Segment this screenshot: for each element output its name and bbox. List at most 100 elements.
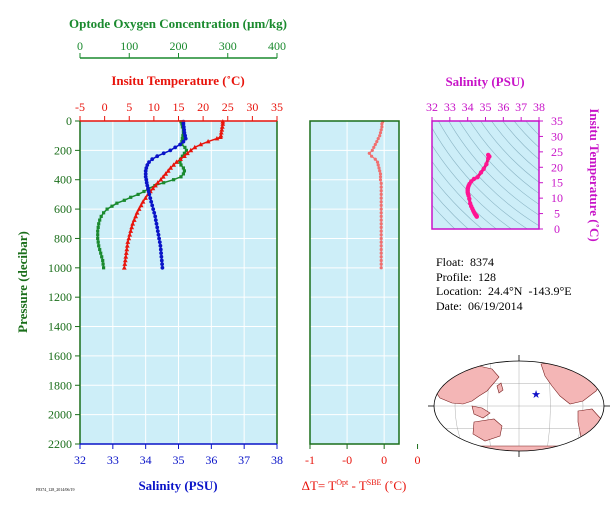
temperature-point	[124, 246, 130, 252]
salinity-point	[156, 232, 161, 237]
temperature-point	[150, 185, 156, 191]
salinity-point	[157, 240, 162, 245]
salinity-point	[182, 130, 187, 135]
oxygen-point	[96, 229, 100, 233]
ts-temperature-tick-label: 20	[551, 160, 563, 174]
profile-number-line: Profile: 128	[436, 269, 496, 284]
temperature-point	[133, 213, 139, 219]
salinity-point	[181, 139, 186, 144]
delta-t-point	[373, 142, 377, 147]
south-america	[577, 408, 602, 449]
salinity-point	[159, 251, 164, 256]
oxygen-point	[110, 204, 114, 208]
temperature-point	[155, 180, 161, 185]
salinity-point	[168, 148, 173, 153]
ts-temperature-tick-label: 25	[551, 145, 563, 159]
oxygen-point	[102, 211, 106, 215]
temperature-point	[131, 217, 137, 222]
salinity-point	[155, 154, 160, 159]
salinity-tick-label: 35	[173, 453, 185, 467]
delta-t-axes: -1 -0 0 0	[305, 120, 421, 467]
delta-t-point	[379, 251, 383, 255]
salinity-point	[181, 125, 186, 129]
oxygen-point	[99, 214, 103, 218]
oxygen-tick-label: 300	[219, 39, 237, 53]
pressure-tick-label: 1400	[48, 320, 72, 334]
delta-t-point	[379, 192, 383, 196]
delta-t-tick-label: -0	[342, 453, 352, 467]
delta-t-point	[379, 222, 383, 226]
temperature-point	[122, 257, 128, 263]
delta-t-point	[379, 203, 383, 207]
delta-t-point	[379, 211, 383, 215]
salinity-point	[144, 180, 149, 185]
temperature-point	[125, 239, 131, 244]
pressure-tick-label: 600	[54, 202, 72, 216]
salinity-point	[159, 258, 164, 263]
salinity-point	[155, 225, 160, 230]
temperature-tick-label: 10	[148, 100, 160, 114]
temperature-tick-label: 25	[222, 100, 234, 114]
maritime-se-asia	[471, 405, 491, 419]
delta-t-tick-label: 0	[381, 453, 387, 467]
temperature-point	[181, 153, 187, 158]
pressure-tick-label: 2200	[48, 437, 72, 451]
delta-t-grid	[310, 121, 399, 444]
salinity-tick-label: 38	[271, 453, 283, 467]
pressure-tick-label: 0	[66, 114, 72, 128]
salinity-point	[149, 199, 154, 204]
pressure-axis-title: Pressure (decibar)	[15, 231, 30, 333]
oxygen-tick-label: 0	[77, 39, 83, 53]
oxygen-point	[98, 218, 102, 222]
temperature-tick-label: -5	[75, 100, 85, 114]
location-map: ★	[428, 355, 610, 457]
delta-t-point	[379, 244, 383, 248]
delta-t-point	[379, 196, 383, 200]
temperature-tick-label: 0	[102, 100, 108, 114]
temperature-point	[220, 121, 226, 126]
delta-t-point	[379, 128, 383, 132]
temperature-point	[219, 124, 225, 129]
ts-temperature-tick-label: 10	[551, 191, 563, 205]
oxygen-point	[122, 198, 126, 202]
oxygen-point	[97, 244, 101, 248]
salinity-point	[144, 177, 149, 182]
oxygen-point	[142, 189, 146, 194]
oxygen-axis-title: Optode Oxygen Concentration (µm/kg)	[69, 16, 287, 31]
ts-salinity-tick-label: 34	[462, 100, 474, 114]
temperature-point	[217, 134, 223, 139]
delta-t-point	[370, 148, 374, 152]
temperature-point	[218, 130, 224, 135]
oxygen-point	[129, 195, 133, 199]
salinity-tick-label: 37	[238, 453, 250, 467]
temperature-point	[198, 141, 204, 147]
temperature-point	[188, 147, 194, 153]
ts-temperature-tick-label: 35	[551, 114, 563, 128]
temperature-point	[205, 139, 211, 144]
pressure-tick-label: 1000	[48, 261, 72, 275]
delta-t-point	[372, 145, 376, 149]
ts-temperature-tick-label: 15	[551, 176, 563, 190]
temperature-point	[165, 168, 171, 173]
salinity-point	[173, 145, 178, 150]
pressure-tick-label: 2000	[48, 408, 72, 422]
oxygen-point	[97, 222, 101, 226]
map-tick-marks	[428, 355, 610, 457]
delta-t-point	[379, 185, 383, 189]
delta-t-point	[379, 262, 383, 266]
ts-point	[486, 156, 491, 161]
oxygen-point	[101, 258, 105, 263]
ts-point	[478, 170, 484, 175]
delta-t-point	[378, 175, 383, 179]
delta-t-series	[367, 120, 385, 270]
salinity-point	[145, 163, 150, 167]
oxygen-point	[102, 266, 106, 270]
salinity-point	[146, 189, 151, 194]
location-line: Location: 24.4°N -143.9°E	[436, 284, 572, 298]
oxygen-point	[100, 255, 104, 259]
salinity-point	[143, 169, 148, 173]
temperature-point	[178, 156, 183, 161]
salinity-point	[178, 142, 183, 147]
